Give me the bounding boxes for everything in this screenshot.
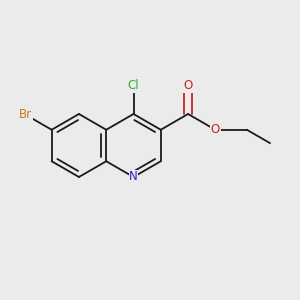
Text: Cl: Cl [128,79,139,92]
Text: N: N [129,170,138,184]
Text: O: O [183,79,193,92]
Text: Br: Br [19,108,32,121]
Text: O: O [211,123,220,136]
